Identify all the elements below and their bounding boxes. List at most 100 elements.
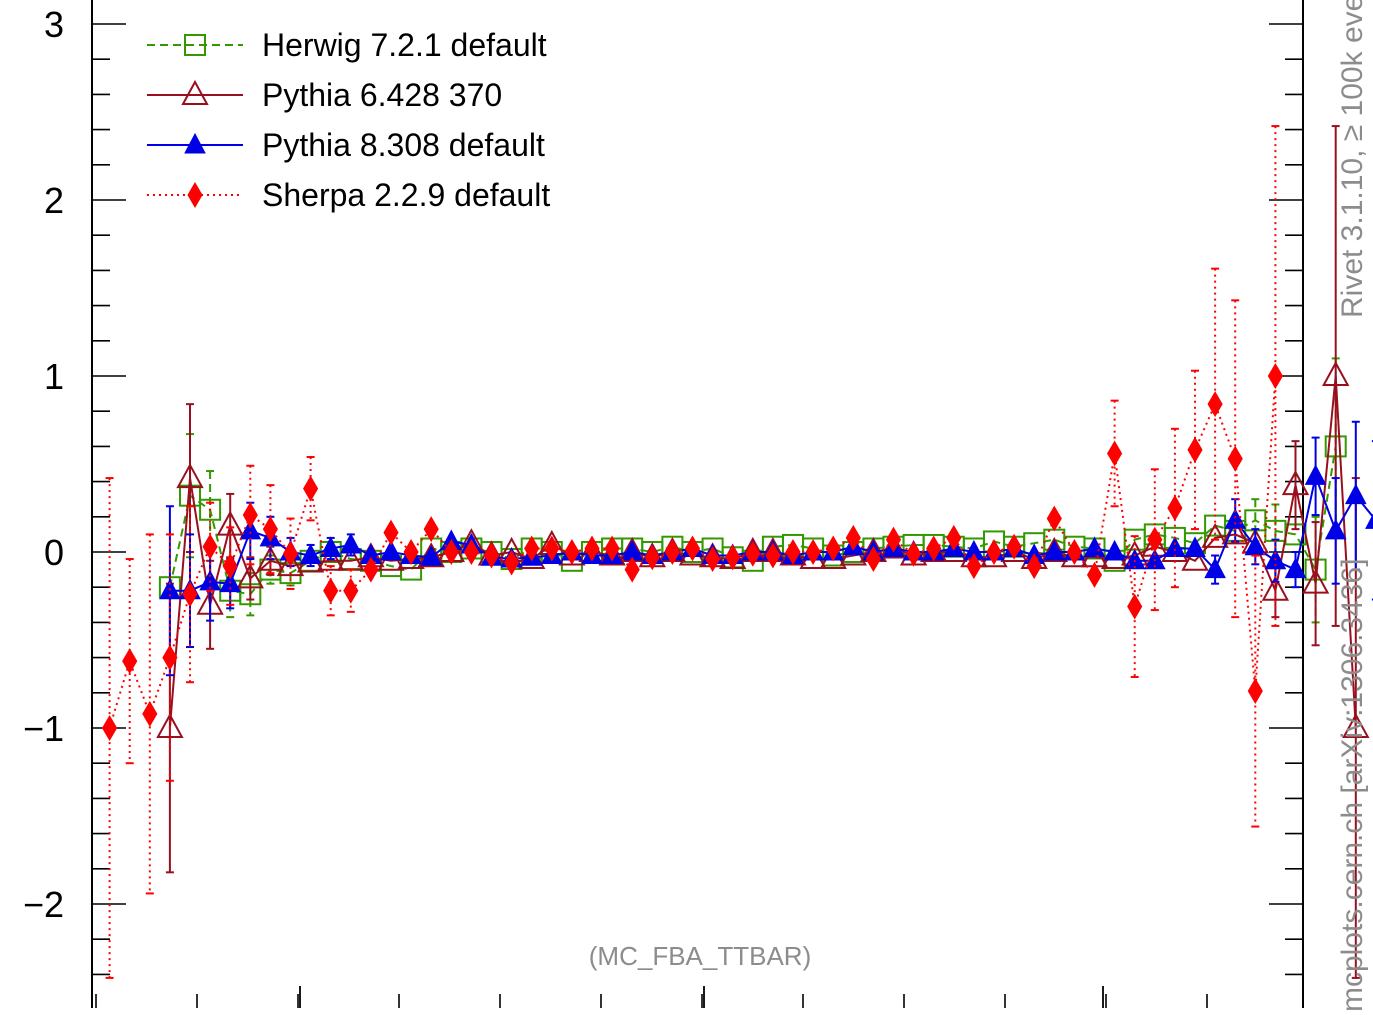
marker-filled-diamond — [946, 524, 962, 551]
y-tick-label: 0 — [44, 532, 64, 573]
marker-filled-triangle — [184, 132, 206, 154]
marker-open-triangle — [1281, 470, 1310, 496]
marker-filled-diamond — [865, 546, 881, 573]
legend-entry: Pythia 6.428 370 — [147, 77, 502, 113]
marker-filled-diamond — [584, 535, 600, 562]
marker-filled-diamond — [363, 556, 379, 583]
marker-filled-triangle — [339, 532, 362, 554]
marker-filled-diamond — [1247, 678, 1263, 705]
marker-open-triangle — [1040, 536, 1068, 562]
marker-open-square — [199, 498, 222, 521]
marker-filled-diamond — [1066, 539, 1082, 565]
marker-filled-diamond — [885, 526, 902, 553]
marker-filled-diamond — [785, 539, 801, 565]
y-tick-label: 1 — [44, 356, 64, 397]
legend: Herwig 7.2.1 default Pythia 6.428 370 Pyth… — [147, 27, 550, 213]
marker-filled-diamond — [1086, 561, 1103, 588]
y-tick-label: 2 — [44, 180, 64, 221]
marker-filled-diamond — [383, 519, 399, 546]
marker-open-triangle — [181, 79, 209, 105]
legend-entry: Sherpa 2.2.9 default — [147, 177, 550, 213]
mcplots-reference-label: mcplots.cern.ch [arXiv:1306.3436] — [1336, 558, 1369, 1012]
marker-open-triangle — [1322, 360, 1350, 386]
marker-filled-triangle — [1304, 464, 1327, 485]
marker-filled-diamond — [222, 553, 238, 580]
marker-open-square — [1244, 509, 1267, 532]
marker-filled-diamond — [1187, 436, 1203, 463]
marker-filled-diamond — [1006, 533, 1022, 560]
marker-filled-diamond — [242, 502, 258, 529]
legend-label: Herwig 7.2.1 default — [262, 27, 547, 63]
marker-filled-diamond — [986, 539, 1002, 565]
marker-filled-triangle — [1103, 539, 1126, 561]
marker-filled-diamond — [343, 577, 359, 604]
marker-filled-triangle — [1365, 513, 1373, 529]
marker-filled-triangle — [1284, 557, 1307, 579]
marker-filled-diamond — [825, 535, 841, 562]
marker-filled-diamond — [926, 535, 942, 562]
marker-filled-diamond — [624, 556, 640, 583]
marker-filled-diamond — [483, 542, 500, 569]
marker-filled-triangle — [319, 536, 342, 557]
marker-filled-diamond — [524, 535, 540, 562]
marker-filled-diamond — [187, 182, 203, 208]
marker-filled-diamond — [262, 516, 278, 543]
marker-filled-diamond — [282, 540, 299, 567]
marker-filled-diamond — [162, 644, 178, 671]
marker-filled-diamond — [1207, 391, 1223, 418]
marker-filled-diamond — [765, 542, 781, 569]
legend-label: Pythia 6.428 370 — [262, 77, 502, 113]
marker-filled-diamond — [664, 539, 680, 565]
series-herwig — [158, 357, 1347, 624]
marker-filled-diamond — [705, 546, 721, 573]
legend-entry: Pythia 8.308 default — [147, 127, 545, 163]
series-line — [168, 446, 1337, 596]
marker-filled-triangle — [1043, 539, 1066, 561]
legend-label: Pythia 8.308 default — [262, 127, 545, 163]
marker-open-triangle — [236, 563, 264, 589]
marker-filled-diamond — [403, 539, 419, 565]
marker-filled-diamond — [504, 549, 520, 576]
marker-filled-diamond — [906, 540, 922, 567]
marker-filled-triangle — [1324, 518, 1347, 540]
rivet-version-label: Rivet 3.1.10, ≥ 100k events — [1336, 0, 1369, 318]
marker-filled-diamond — [1026, 553, 1042, 580]
marker-open-triangle — [176, 462, 204, 489]
y-tick-label: 3 — [44, 4, 64, 45]
marker-open-triangle — [276, 550, 305, 577]
marker-filled-diamond — [1227, 445, 1243, 472]
marker-filled-triangle — [1344, 483, 1367, 505]
marker-filled-triangle — [299, 543, 322, 565]
y-tick-label: −1 — [23, 708, 64, 749]
marker-filled-diamond — [182, 581, 198, 608]
y-tick-label: −2 — [23, 884, 64, 925]
marker-filled-triangle — [1204, 557, 1226, 579]
marker-filled-diamond — [102, 715, 118, 741]
marker-filled-triangle — [420, 545, 443, 566]
marker-filled-diamond — [544, 535, 560, 562]
series-layer — [102, 125, 1373, 979]
marker-filled-diamond — [142, 700, 158, 727]
legend-entry: Herwig 7.2.1 default — [147, 27, 547, 63]
marker-filled-diamond — [1267, 363, 1283, 389]
marker-filled-triangle — [1184, 536, 1206, 557]
plot-frame: 3 2 1 0 −1 −2 — [23, 0, 1304, 1008]
marker-filled-diamond — [443, 539, 459, 565]
marker-filled-diamond — [745, 540, 761, 567]
marker-filled-diamond — [463, 539, 479, 565]
marker-filled-triangle — [380, 539, 402, 561]
marker-filled-diamond — [644, 544, 660, 571]
marker-filled-diamond — [202, 533, 218, 560]
marker-open-triangle — [1201, 522, 1229, 548]
marker-open-square — [184, 34, 206, 56]
legend-label: Sherpa 2.2.9 default — [262, 177, 550, 213]
marker-filled-diamond — [1147, 526, 1163, 553]
marker-filled-triangle — [1083, 536, 1106, 557]
marker-open-triangle — [1261, 575, 1290, 601]
marker-open-triangle — [1301, 568, 1330, 594]
marker-filled-diamond — [1107, 440, 1123, 467]
marker-filled-diamond — [725, 544, 741, 571]
marker-filled-diamond — [122, 648, 138, 675]
marker-open-triangle — [417, 542, 445, 568]
